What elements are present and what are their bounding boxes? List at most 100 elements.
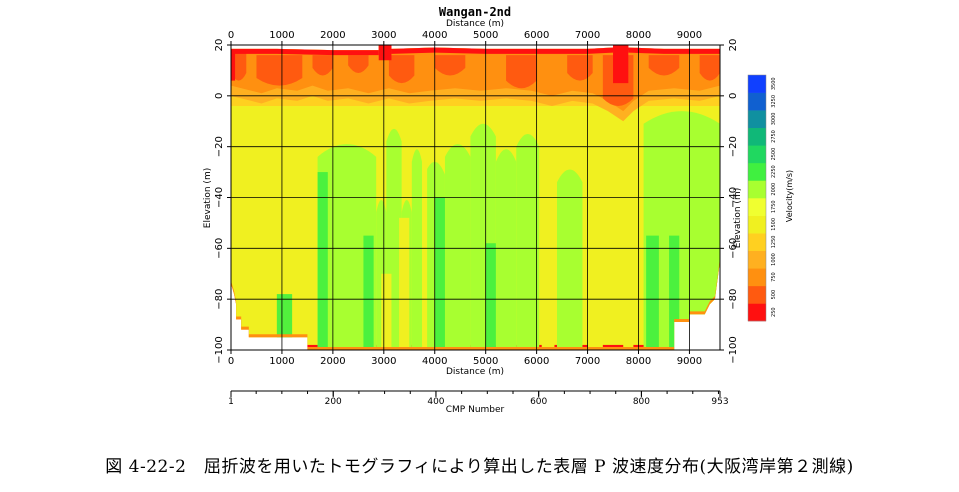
colorbar-tick-label-1500: 1500 xyxy=(771,218,777,231)
colorbar-swatch-500 xyxy=(748,285,766,304)
green-zone-6 xyxy=(444,144,471,350)
x-ticks-bottom: 0 1000 2000 3000 4000 5000 6000 7000 8000 9000 xyxy=(228,350,702,367)
grid-lines xyxy=(231,45,720,350)
colorbar-swatch-1000 xyxy=(748,250,766,269)
colorbar-tick-label-250: 250 xyxy=(771,307,777,317)
tick-label-bottom-2000: 2000 xyxy=(320,356,345,367)
tick-label-top-3000: 3000 xyxy=(371,30,396,41)
figure-caption: 図 4-22-2 屈折波を用いたトモグラフィにより算出した表層 P 波速度分布(… xyxy=(105,457,854,477)
colorbar-swatch-3500 xyxy=(748,75,766,93)
chart-title: Wangan-2nd xyxy=(439,5,511,19)
colorbar-swatch-3000 xyxy=(748,110,766,129)
ytick-label-left-0: 0 xyxy=(214,93,225,99)
ytick-label-right-20: 20 xyxy=(728,39,739,52)
colorbar-swatch-250 xyxy=(748,303,766,322)
right-y-axis-label: Elevation (m) xyxy=(733,188,743,248)
dark-green-streak-4 xyxy=(485,243,496,350)
yellow-intrusion-2 xyxy=(541,133,555,350)
orange-pocket-1 xyxy=(256,55,303,86)
tick-label-bottom-7000: 7000 xyxy=(575,356,600,367)
dark-green-streak-0 xyxy=(276,294,293,350)
colorbar-tick-label-2000: 2000 xyxy=(771,183,777,196)
dark-green-streak-3 xyxy=(434,197,445,350)
tick-label-top-6000: 6000 xyxy=(524,30,549,41)
colorbar-swatch-2750 xyxy=(748,127,766,146)
yellow-intrusion-3 xyxy=(587,151,603,350)
green-zone-4 xyxy=(411,149,423,350)
ytick-label-left--100: −100 xyxy=(214,336,225,363)
tick-label-bottom-9000: 9000 xyxy=(677,356,702,367)
ytick-label-right--100: −100 xyxy=(728,336,739,363)
colorbar-swatch-2250 xyxy=(748,162,766,181)
cmp-tick-label-1: 1 xyxy=(228,397,234,407)
y-ticks-right: 20 0 −20 −40 −60 −80 −100 xyxy=(720,39,739,364)
orange-pocket-3 xyxy=(348,55,369,73)
colorbar-swatch-2500 xyxy=(748,145,766,164)
green-zone-0 xyxy=(317,144,377,350)
orange-pocket-4 xyxy=(388,55,415,84)
dark-green-streak-6 xyxy=(669,235,680,350)
cmp-axis: 1 200 400 600 800 953 xyxy=(228,390,729,407)
ytick-label-left--60: −60 xyxy=(214,238,225,259)
cmp-tick-label-953: 953 xyxy=(711,397,728,407)
colorbar-tick-label-2750: 2750 xyxy=(771,130,777,143)
green-zone-10 xyxy=(557,169,583,350)
colorbar-tick-label-3250: 3250 xyxy=(771,95,777,108)
ytick-label-left-20: 20 xyxy=(214,39,225,52)
colorbar-swatch-3250 xyxy=(748,92,766,111)
tick-label-bottom-5000: 5000 xyxy=(473,356,498,367)
colorbar-swatch-1500 xyxy=(748,215,766,234)
ytick-label-right--40: −40 xyxy=(728,187,739,208)
tick-label-bottom-1000: 1000 xyxy=(269,356,294,367)
colorbar-frame xyxy=(747,74,767,322)
colorbar-tick-label-1750: 1750 xyxy=(771,200,777,213)
colorbar-tick-label-3000: 3000 xyxy=(771,113,777,126)
y-ticks-left: 20 0 −20 −40 −60 −80 −100 xyxy=(214,39,231,364)
tick-label-bottom-8000: 8000 xyxy=(626,356,651,367)
tick-label-top-4000: 4000 xyxy=(422,30,447,41)
colorbar-swatch-750 xyxy=(748,268,766,287)
layer-250-500 xyxy=(231,45,720,56)
colorbar-swatch-1250 xyxy=(748,233,766,252)
cmp-tick-label-800: 800 xyxy=(633,397,650,407)
orange-pocket-9 xyxy=(648,55,680,76)
red-spot-2 xyxy=(378,45,392,61)
green-zone-11 xyxy=(643,111,720,350)
dark-green-streak-5 xyxy=(646,235,659,350)
velocity-figure: Wangan-2nd Distance (m) 0 1000 2000 3000 400… xyxy=(203,5,794,415)
ytick-label-right-0: 0 xyxy=(728,93,739,99)
x-ticks-top: 0 1000 2000 3000 4000 5000 6000 7000 8000 9000 xyxy=(228,30,702,45)
left-y-axis-label: Elevation (m) xyxy=(203,168,213,228)
ytick-label-left--40: −40 xyxy=(214,187,225,208)
tick-label-bottom-3000: 3000 xyxy=(371,356,396,367)
dark-green-streak-2 xyxy=(363,235,374,350)
orange-pocket-10 xyxy=(699,55,720,81)
tick-label-top-7000: 7000 xyxy=(575,30,600,41)
tick-label-top-2000: 2000 xyxy=(320,30,345,41)
ytick-label-left--80: −80 xyxy=(214,289,225,310)
yellow-intrusion-4 xyxy=(623,126,634,350)
colorbar-swatch-2000 xyxy=(748,180,766,199)
tick-label-bottom-0: 0 xyxy=(228,356,234,367)
yellow-intrusion-1 xyxy=(399,217,410,350)
orange-pocket-2 xyxy=(312,55,333,76)
ytick-label-right--20: −20 xyxy=(728,136,739,157)
ytick-label-right--80: −80 xyxy=(728,289,739,310)
cmp-tick-label-600: 600 xyxy=(530,397,547,407)
tick-label-bottom-4000: 4000 xyxy=(422,356,447,367)
green-zone-8 xyxy=(495,149,517,350)
colorbar-tick-label-2250: 2250 xyxy=(771,165,777,178)
orange-pocket-7 xyxy=(567,55,593,81)
tick-label-top-5000: 5000 xyxy=(473,30,498,41)
colorbar-tick-label-750: 750 xyxy=(771,272,777,282)
yellow-intrusion-0 xyxy=(381,273,392,350)
tick-label-top-8000: 8000 xyxy=(626,30,651,41)
orange-pocket-5 xyxy=(434,55,466,76)
top-x-axis-label: Distance (m) xyxy=(446,19,504,29)
tick-label-top-9000: 9000 xyxy=(677,30,702,41)
cmp-axis-label: CMP Number xyxy=(446,405,505,415)
colorbar-tick-label-500: 500 xyxy=(771,290,777,300)
tick-label-top-0: 0 xyxy=(228,30,234,41)
tick-label-bottom-6000: 6000 xyxy=(524,356,549,367)
colorbar-tick-label-3500: 3500 xyxy=(771,77,777,90)
